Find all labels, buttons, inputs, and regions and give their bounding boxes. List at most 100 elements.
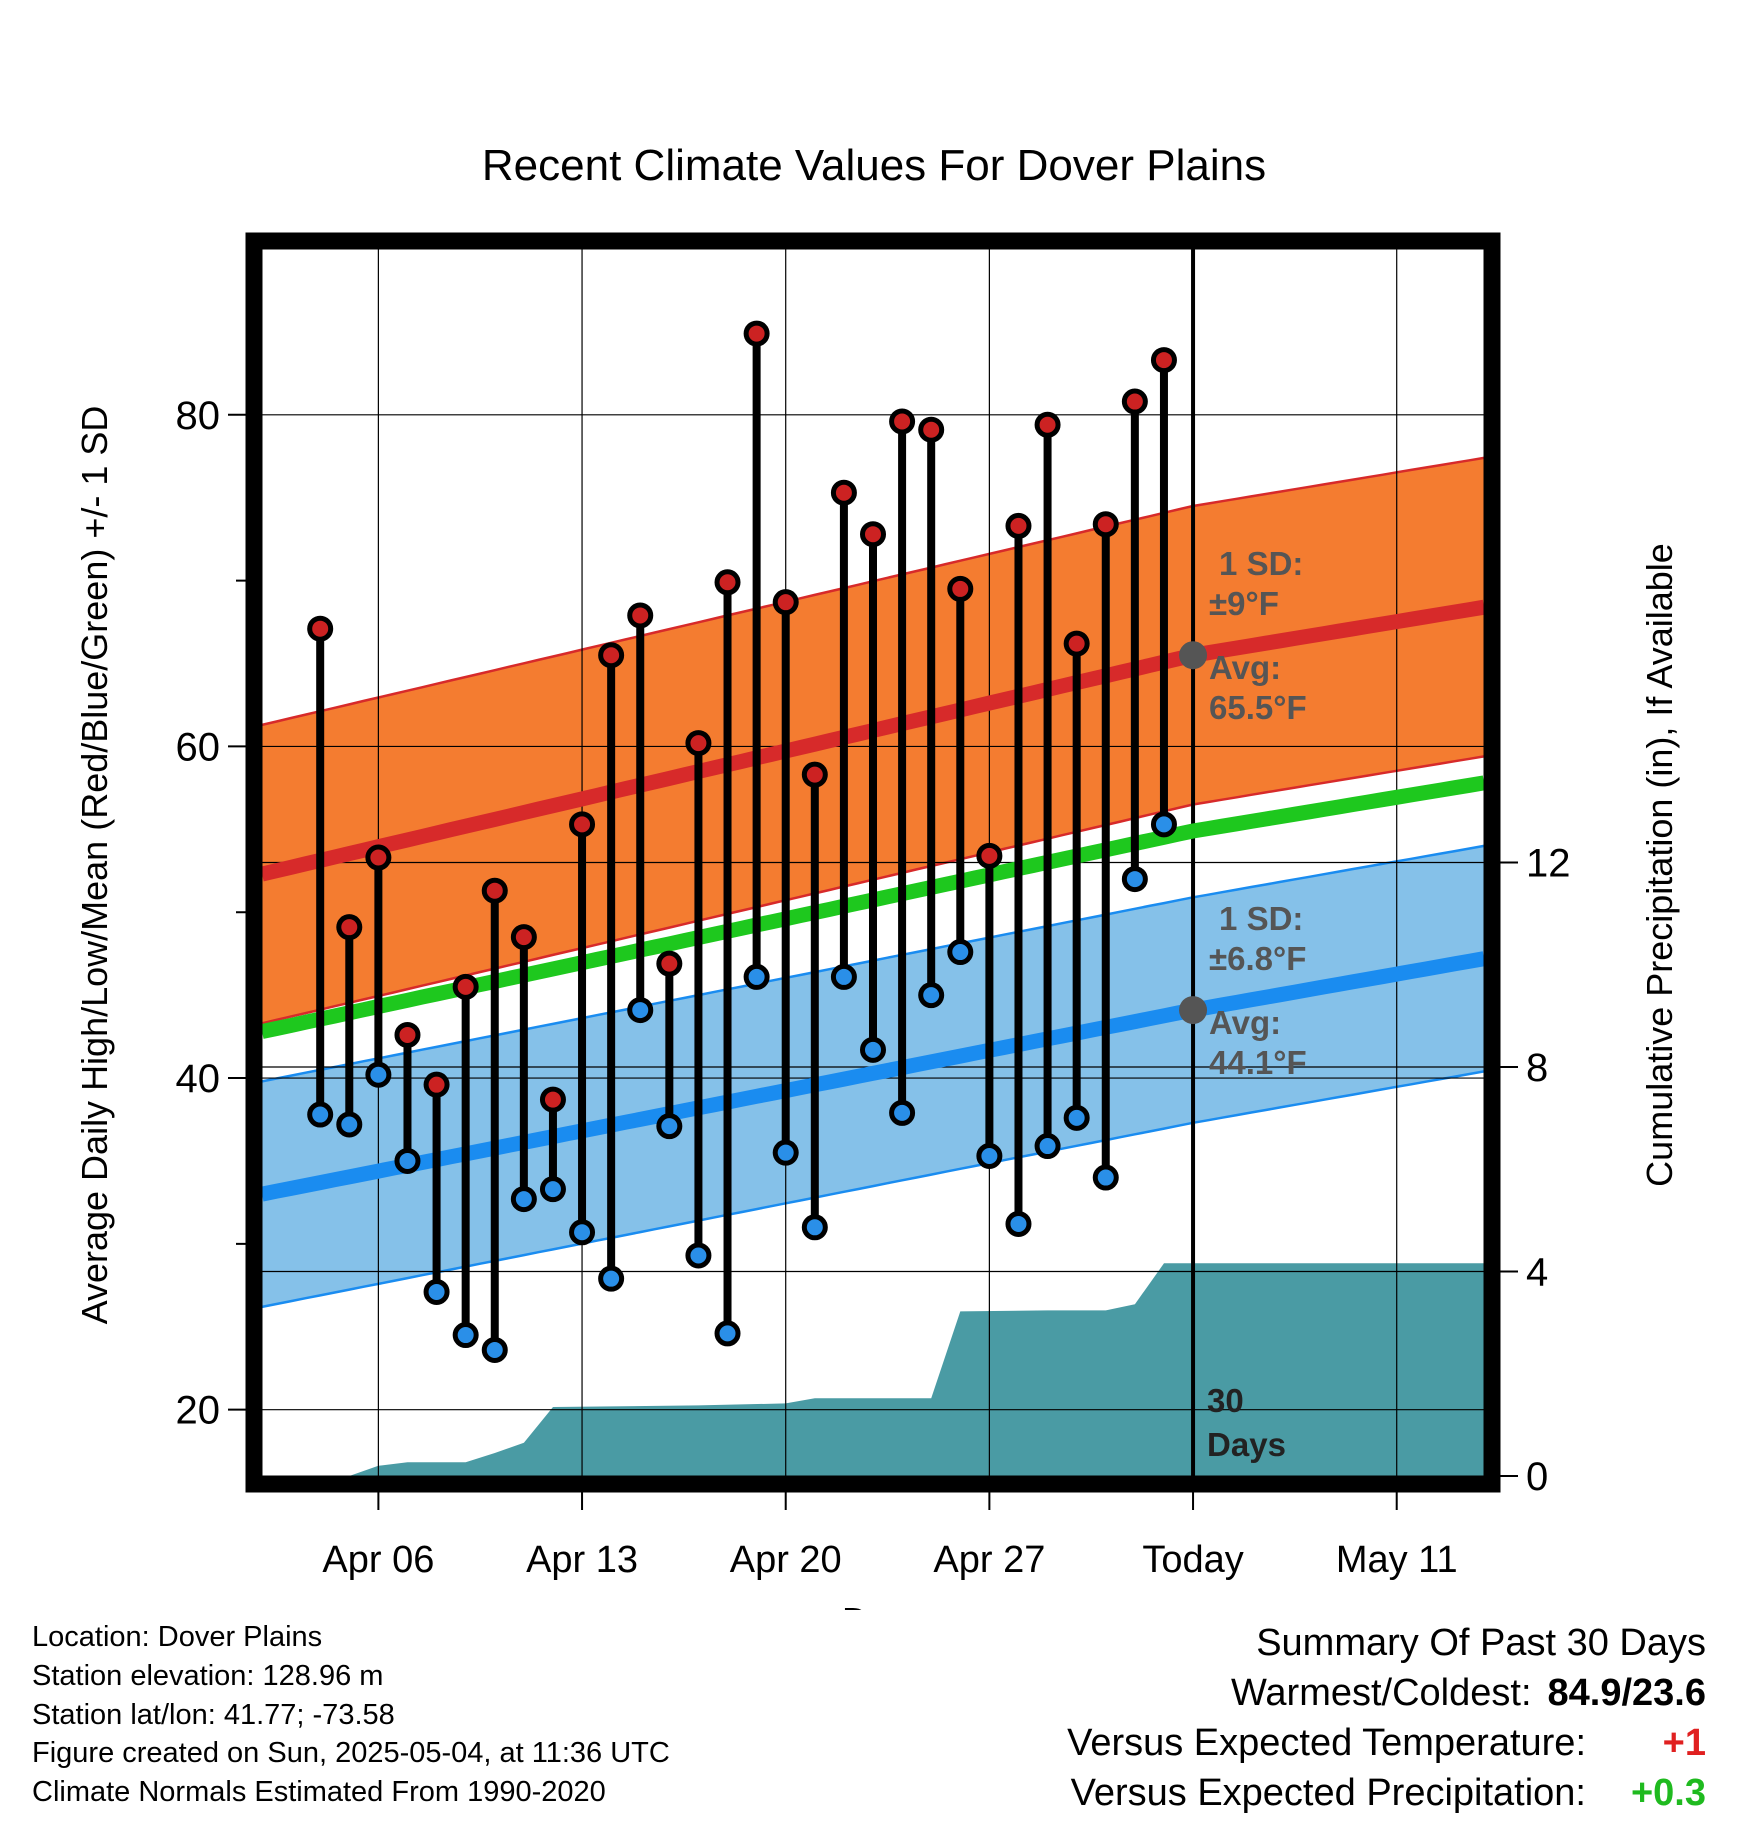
- daily-stems: [316, 333, 1168, 1350]
- low-point-2025-04-16: [656, 1113, 683, 1140]
- low-point-2025-04-19: [743, 963, 770, 990]
- low-point-2025-04-06: [365, 1061, 392, 1088]
- low-point-2025-04-05: [336, 1111, 363, 1138]
- high-point-2025-04-21: [801, 761, 828, 788]
- precip-vs-expected-value: +0.3: [1630, 1772, 1706, 1814]
- normal-label-high-3: 65.5°F: [1209, 689, 1307, 726]
- normal-label-low-2: Avg:: [1209, 1004, 1281, 1041]
- latlon-text: Station lat/lon: 41.77; -73.58: [32, 1698, 395, 1731]
- normals-text: Climate Normals Estimated From 1990-2020: [32, 1776, 606, 1809]
- axes: 20 40 60 80 0 4 8 12 Apr 06 Apr 13 Apr 20 Apr 27 Tod…: [176, 232, 1571, 1581]
- normal-label-high-2: Avg:: [1209, 649, 1281, 686]
- today-days-label-0: 30: [1207, 1382, 1244, 1419]
- y-axis-label: Average Daily High/Low/Mean (Red/Blue/Gr…: [74, 406, 115, 1325]
- high-point-2025-04-15: [627, 602, 654, 629]
- summary-panel: Summary Of Past 30 Days Warmest/Coldest:…: [1067, 1618, 1706, 1818]
- high-point-2025-04-05: [336, 914, 363, 941]
- normal-label-high-0: 1 SD:: [1219, 545, 1303, 582]
- high-point-2025-04-09: [452, 973, 479, 1000]
- normal-label-low-0: 1 SD:: [1219, 900, 1303, 937]
- low-point-2025-04-24: [889, 1099, 916, 1126]
- high-point-2025-04-29: [1034, 411, 1061, 438]
- low-point-2025-04-29: [1034, 1133, 1061, 1160]
- today-normal-dot-low: [1179, 996, 1208, 1025]
- y-tick-label-80: 80: [176, 394, 221, 438]
- high-point-2025-04-30: [1063, 630, 1090, 657]
- high-point-2025-04-04: [307, 615, 334, 642]
- low-point-2025-04-18: [714, 1320, 741, 1347]
- warmest-coldest-value: 84.9/23.6: [1547, 1672, 1706, 1714]
- warmest-coldest-row: Warmest/Coldest: 84.9/23.6: [1067, 1668, 1706, 1718]
- precip-area-layer: [262, 1263, 1484, 1476]
- x-tick-label-5: May 11: [1336, 1539, 1458, 1581]
- high-point-2025-04-08: [423, 1071, 450, 1098]
- precip-vs-expected-row: Versus Expected Precipitation: +0.3: [1067, 1768, 1706, 1818]
- x-axis-label: Day: [842, 1600, 906, 1610]
- low-point-2025-04-25: [918, 982, 945, 1009]
- x-tick-label-3: Apr 27: [933, 1539, 1045, 1581]
- high-point-2025-04-28: [1005, 512, 1032, 539]
- high-point-2025-05-01: [1092, 511, 1119, 538]
- grid-lines: [262, 249, 1484, 1476]
- high-point-2025-04-24: [889, 408, 916, 435]
- high-point-2025-05-03: [1150, 347, 1177, 374]
- x-tick-label-0: Apr 06: [322, 1539, 434, 1581]
- high-point-2025-04-20: [772, 589, 799, 616]
- high-point-2025-04-25: [918, 416, 945, 443]
- warmest-coldest-label: Warmest/Coldest:: [1230, 1672, 1532, 1714]
- low-point-2025-04-23: [860, 1036, 886, 1063]
- low-point-2025-04-21: [801, 1214, 828, 1241]
- high-point-2025-04-14: [598, 642, 625, 669]
- y2-tick-label-4: 4: [1526, 1251, 1548, 1295]
- temp-vs-expected-value: +1: [1662, 1722, 1706, 1764]
- temp-vs-expected-row: Versus Expected Temperature: +1: [1067, 1718, 1706, 1768]
- low-point-2025-04-20: [772, 1139, 799, 1166]
- low-point-2025-04-11: [510, 1186, 537, 1213]
- low-point-2025-04-14: [598, 1265, 625, 1292]
- normal-label-low-1: ±6.8°F: [1209, 940, 1306, 977]
- low-point-2025-04-17: [685, 1242, 712, 1269]
- created-text: Figure created on Sun, 2025-05-04, at 11…: [32, 1737, 670, 1770]
- high-point-2025-04-06: [365, 844, 392, 871]
- summary-title: Summary Of Past 30 Days: [1256, 1622, 1706, 1664]
- precip-vs-expected-label: Versus Expected Precipitation:: [1070, 1772, 1586, 1814]
- low-point-2025-04-04: [307, 1101, 334, 1128]
- location-text: Location: Dover Plains: [32, 1621, 323, 1653]
- high-point-2025-04-11: [510, 924, 537, 951]
- station-info: Location: Dover Plains Station elevation…: [32, 1618, 670, 1812]
- normal-label-low-3: 44.1°F: [1209, 1044, 1307, 1081]
- high-point-2025-04-27: [976, 842, 1003, 869]
- high-point-2025-04-16: [656, 950, 683, 977]
- low-point-2025-04-08: [423, 1278, 450, 1305]
- low-point-2025-04-26: [947, 939, 974, 966]
- y-tick-label-40: 40: [176, 1057, 221, 1101]
- today-normal-dot-high: [1179, 641, 1208, 670]
- normal-label-high-1: ±9°F: [1209, 585, 1279, 622]
- y2-axis-label: Cumulative Precipitation (in), If Availa…: [1639, 543, 1680, 1187]
- high-point-2025-04-19: [743, 320, 770, 347]
- high-point-2025-04-23: [860, 521, 886, 548]
- elevation-text: Station elevation: 128.96 m: [32, 1659, 384, 1692]
- y2-tick-label-12: 12: [1526, 842, 1571, 886]
- high-point-2025-04-26: [947, 575, 974, 602]
- chart-title: Recent Climate Values For Dover Plains: [482, 141, 1266, 190]
- low-point-2025-05-02: [1121, 866, 1148, 893]
- precip-area: [262, 1263, 1484, 1476]
- low-point-2025-04-13: [569, 1219, 596, 1246]
- high-point-2025-04-18: [714, 569, 741, 596]
- today-days-label-1: Days: [1207, 1426, 1286, 1463]
- plot-frame: [245, 232, 1501, 1493]
- y2-tick-label-0: 0: [1526, 1455, 1548, 1499]
- high-point-2025-04-22: [830, 479, 857, 506]
- low-point-2025-04-09: [452, 1322, 479, 1349]
- y2-tick-label-8: 8: [1526, 1046, 1548, 1090]
- high-point-2025-05-02: [1121, 388, 1148, 415]
- low-point-2025-05-01: [1092, 1164, 1119, 1191]
- high-point-2025-04-10: [481, 877, 508, 904]
- low-point-2025-04-30: [1063, 1104, 1090, 1131]
- x-tick-label-2: Apr 20: [730, 1539, 842, 1581]
- high-point-2025-04-17: [685, 730, 712, 757]
- daily-dots: [307, 320, 1177, 1363]
- low-point-2025-04-15: [627, 997, 654, 1024]
